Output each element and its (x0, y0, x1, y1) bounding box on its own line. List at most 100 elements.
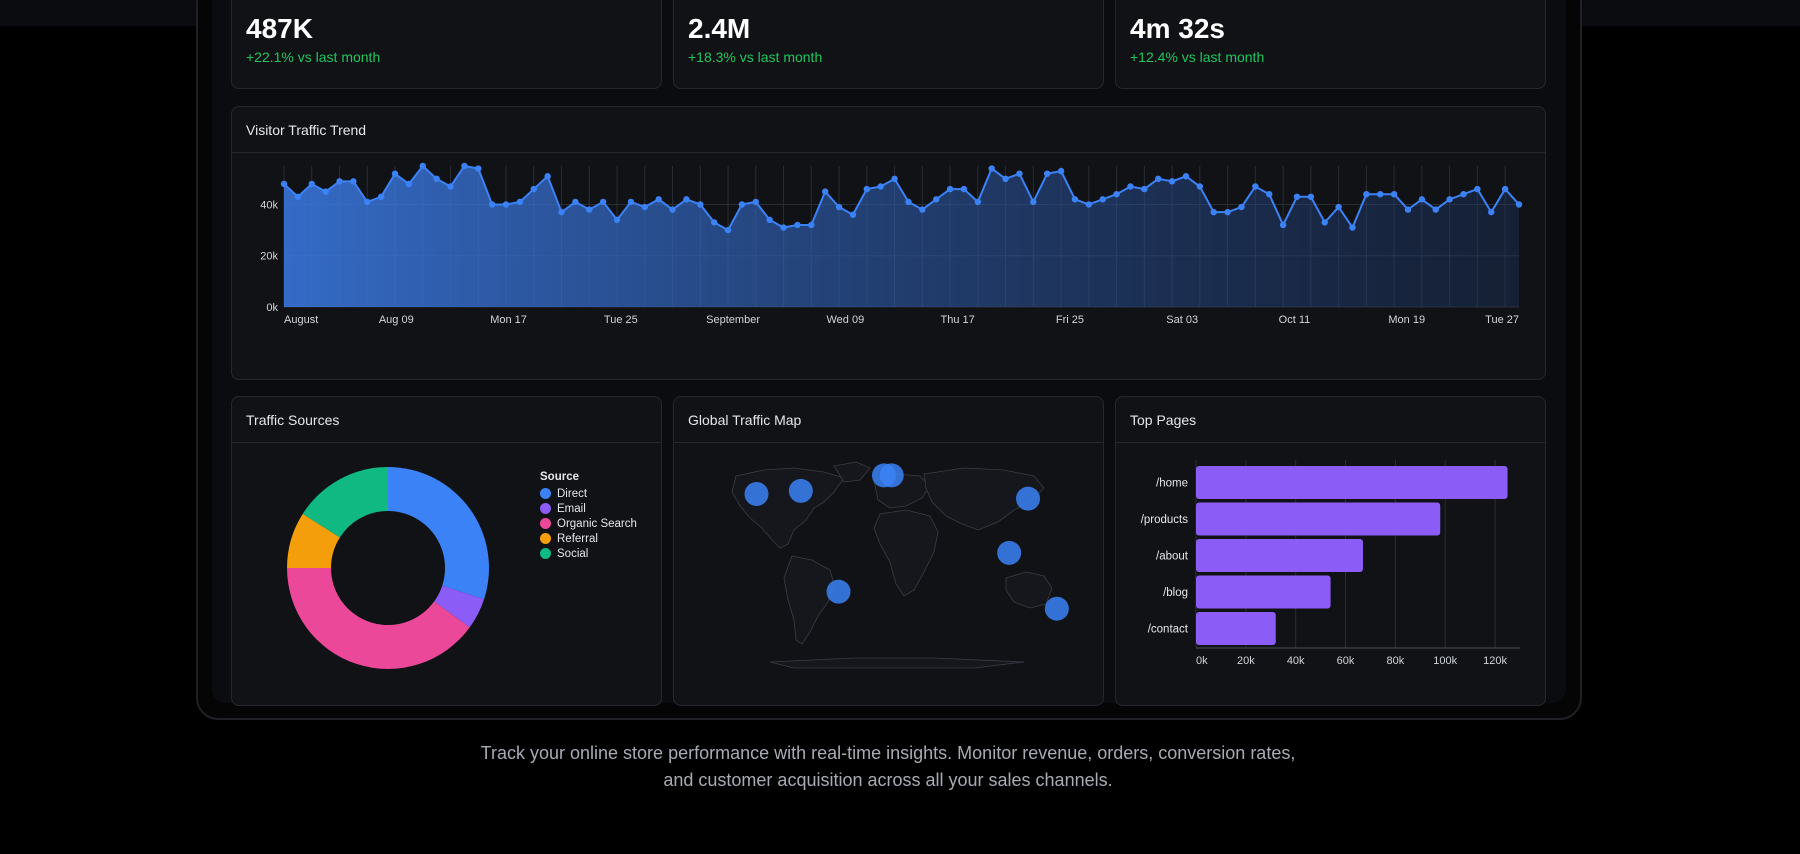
legend-item-organic-search[interactable]: Organic Search (540, 516, 637, 531)
description-line-2: and customer acquisition across all your… (663, 770, 1113, 790)
legend-label: Email (557, 502, 586, 515)
x-tick-label: Thu 17 (941, 314, 975, 326)
legend-item-email[interactable]: Email (540, 501, 637, 516)
slice-social (302, 467, 388, 538)
x-tick-label: 100k (1433, 655, 1457, 667)
x-tick-label: 20k (1237, 655, 1255, 667)
x-tick-label: 120k (1483, 655, 1507, 667)
traffic-point (1321, 219, 1328, 226)
traffic-point (530, 185, 537, 193)
traffic-point (724, 226, 732, 234)
traffic-point (1279, 221, 1287, 229)
continent-outlines (731, 461, 1053, 669)
y-tick-label: 20k (260, 251, 278, 263)
bar-about (1196, 539, 1363, 572)
traffic-point (516, 198, 524, 206)
australia-shape (1005, 571, 1053, 609)
traffic-point (1377, 191, 1384, 198)
traffic-point (849, 211, 857, 218)
traffic-trend-card: Visitor Traffic Trend 0k 20k 40k August Aug … (231, 106, 1546, 380)
traffic-point (280, 180, 288, 188)
bar-contact (1196, 612, 1276, 645)
category-label: /about (1156, 551, 1189, 563)
traffic-point (488, 201, 496, 208)
legend-item-social[interactable]: Social (540, 546, 637, 561)
slice-email (434, 585, 485, 628)
traffic-point (1404, 206, 1412, 213)
card-title: Top Pages (1116, 397, 1545, 443)
stat-value: 4m 32s (1130, 13, 1225, 44)
traffic-point (1113, 191, 1120, 198)
traffic-point (794, 221, 801, 229)
greenland-shape (833, 461, 871, 483)
x-tick-label: Fri 25 (1056, 314, 1084, 326)
traffic-sources-donut-chart[interactable] (232, 444, 532, 706)
traffic-point (821, 188, 829, 195)
traffic-point (1446, 196, 1453, 203)
traffic-trend-chart[interactable]: 0k 20k 40k August Aug 09 Mon 17 Tue 25 Septembe… (232, 154, 1546, 380)
traffic-point (1099, 196, 1106, 203)
legend-item-referral[interactable]: Referral (540, 531, 637, 546)
traffic-point (1182, 173, 1190, 180)
traffic-point (988, 165, 995, 172)
traffic-point (1044, 170, 1051, 177)
traffic-point (391, 170, 399, 177)
legend-label: Direct (557, 487, 588, 500)
stat-change: +18.3% vs last month (688, 49, 823, 65)
traffic-point (1515, 201, 1523, 208)
top-pages-bar-chart[interactable]: 0k 20k 40k 60k 80k 100k 120k/home/products/abo… (1116, 444, 1546, 706)
traffic-point-marker (997, 540, 1022, 565)
stat-change: +22.1% vs last month (246, 49, 381, 65)
traffic-point (808, 221, 815, 229)
legend-item-direct[interactable]: Direct (540, 486, 637, 501)
antarctica-shape (769, 657, 1025, 669)
traffic-point (1418, 196, 1426, 203)
traffic-point (405, 180, 413, 188)
traffic-point (308, 180, 315, 188)
legend-dot (540, 503, 551, 514)
x-tick-label: Wed 09 (827, 314, 865, 326)
traffic-point (544, 173, 551, 180)
traffic-point (1488, 208, 1495, 216)
traffic-point (1071, 196, 1079, 203)
bar-products (1196, 502, 1441, 536)
traffic-point (1266, 191, 1273, 198)
north-america-shape (731, 467, 845, 549)
legend-label: Referral (557, 532, 598, 545)
traffic-point (641, 203, 648, 211)
category-label: /contact (1148, 624, 1189, 636)
south-america-shape (783, 555, 835, 645)
legend-dot (540, 548, 551, 559)
traffic-point (502, 201, 510, 208)
x-tick-label: Oct 11 (1279, 314, 1311, 326)
slice-direct (388, 467, 489, 600)
traffic-point (877, 183, 884, 190)
card-title: Visitor Traffic Trend (232, 107, 1545, 153)
world-map[interactable] (674, 444, 1104, 706)
traffic-points (744, 463, 1069, 621)
traffic-point (1057, 167, 1065, 175)
traffic-point (1252, 183, 1259, 190)
traffic-point (1016, 170, 1023, 177)
traffic-point (891, 175, 898, 183)
traffic-point (377, 193, 385, 200)
bar-blog (1196, 575, 1331, 609)
traffic-point (322, 188, 329, 195)
y-tick-label: 40k (260, 199, 278, 211)
traffic-point (475, 165, 482, 172)
x-tick-label: Sat 03 (1166, 314, 1198, 326)
traffic-point-marker (788, 478, 813, 503)
card-title: Traffic Sources (232, 397, 661, 443)
traffic-area (284, 166, 1519, 307)
traffic-point (655, 196, 662, 203)
x-tick-label: Tue 25 (604, 314, 638, 326)
traffic-point (752, 198, 759, 206)
x-tick-label: Aug 09 (379, 314, 414, 326)
traffic-point (1460, 191, 1467, 198)
bar-home (1196, 466, 1508, 499)
traffic-point (586, 206, 593, 213)
traffic-point (1002, 175, 1009, 183)
slice-referral (287, 513, 340, 568)
legend-label: Social (557, 547, 589, 560)
legend-label: Organic Search (557, 517, 637, 530)
